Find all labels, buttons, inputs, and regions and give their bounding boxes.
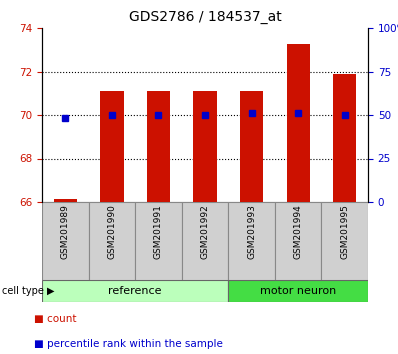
Text: GSM201989: GSM201989 <box>61 204 70 259</box>
Bar <box>147 91 170 202</box>
Bar <box>100 91 123 202</box>
Bar <box>135 202 182 280</box>
Bar <box>287 44 310 202</box>
Bar <box>54 199 77 202</box>
Title: GDS2786 / 184537_at: GDS2786 / 184537_at <box>129 10 281 24</box>
Bar <box>240 91 263 202</box>
Bar <box>228 280 368 302</box>
Text: ■ percentile rank within the sample: ■ percentile rank within the sample <box>34 339 223 349</box>
Text: reference: reference <box>108 286 162 296</box>
Text: GSM201993: GSM201993 <box>247 204 256 259</box>
Bar <box>182 202 228 280</box>
Bar <box>89 202 135 280</box>
Text: GSM201992: GSM201992 <box>201 204 209 259</box>
Text: GSM201995: GSM201995 <box>340 204 349 259</box>
Text: GSM201994: GSM201994 <box>294 204 302 259</box>
Bar <box>275 202 322 280</box>
Text: GSM201991: GSM201991 <box>154 204 163 259</box>
Bar <box>42 202 89 280</box>
Text: GSM201990: GSM201990 <box>107 204 116 259</box>
Bar <box>322 202 368 280</box>
Bar <box>42 280 228 302</box>
Text: cell type ▶: cell type ▶ <box>2 286 55 296</box>
Bar <box>228 202 275 280</box>
Bar <box>193 91 217 202</box>
Bar <box>333 74 356 202</box>
Text: motor neuron: motor neuron <box>260 286 336 296</box>
Text: ■ count: ■ count <box>34 314 76 324</box>
